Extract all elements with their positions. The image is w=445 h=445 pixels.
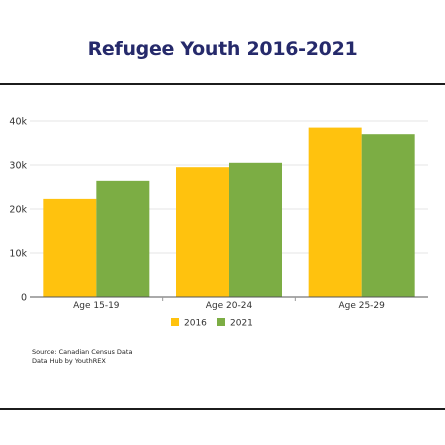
bar-2016-1 — [176, 167, 229, 297]
x-tick-label: Age 15-19 — [73, 301, 120, 311]
y-tick-label: 40k — [9, 117, 27, 128]
x-tick-label: Age 20-24 — [206, 301, 253, 311]
data-hub-line: Data Hub by YouthREX — [32, 356, 106, 365]
bar-2016-0 — [43, 198, 97, 297]
legend-label-2021: 2021 — [230, 319, 253, 329]
y-tick-label: 30k — [9, 161, 27, 172]
y-tick-label: 20k — [9, 205, 27, 216]
legend-swatch-2021 — [217, 318, 225, 326]
legend-swatch-2016 — [171, 318, 179, 326]
source-line: Source: Canadian Census Data — [32, 348, 133, 356]
bar-2016-2 — [308, 127, 362, 297]
bottom-divider — [0, 408, 445, 410]
bar-2021-1 — [229, 162, 282, 297]
bar-2021-2 — [361, 134, 415, 297]
x-tick-label: Age 25-29 — [338, 301, 385, 311]
top-divider — [0, 83, 445, 85]
source-note: Source: Canadian Census Data Data Hub by… — [32, 348, 132, 365]
y-tick-label: 10k — [9, 249, 27, 260]
legend-label-2016: 2016 — [184, 319, 207, 329]
y-tick-label: 0 — [21, 293, 27, 304]
bar-2021-0 — [96, 180, 150, 297]
chart-title: Refugee Youth 2016-2021 — [87, 38, 358, 60]
